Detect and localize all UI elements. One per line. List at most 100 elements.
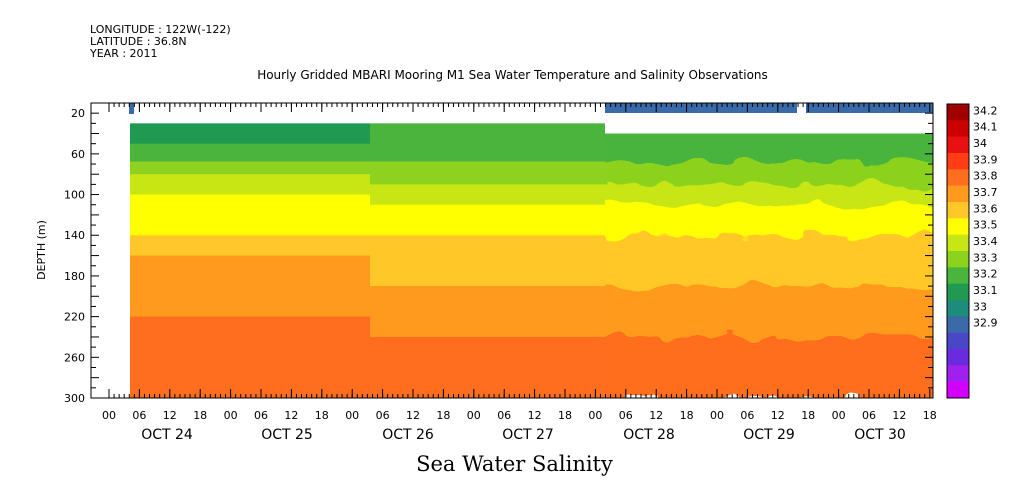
field-band bbox=[130, 352, 370, 356]
field-band bbox=[605, 265, 933, 269]
field-band bbox=[370, 128, 625, 132]
field-band bbox=[605, 232, 933, 236]
field-band bbox=[130, 141, 370, 145]
field-band bbox=[130, 375, 370, 379]
x-tick-label: 12 bbox=[406, 409, 420, 422]
field-band bbox=[605, 148, 933, 152]
x-tick-label: 18 bbox=[193, 409, 207, 422]
field-band bbox=[130, 179, 370, 183]
field-band bbox=[130, 293, 370, 297]
field-band bbox=[130, 164, 370, 168]
field-band bbox=[130, 258, 370, 262]
field-band bbox=[130, 225, 370, 229]
field-band bbox=[605, 382, 933, 386]
field-band bbox=[370, 153, 625, 158]
field-band bbox=[605, 377, 933, 381]
field-band bbox=[130, 357, 370, 361]
x-tick-label: 00 bbox=[345, 409, 359, 422]
field-band bbox=[370, 303, 625, 308]
field-band bbox=[130, 334, 370, 338]
field-band bbox=[370, 319, 625, 323]
field-band bbox=[130, 125, 370, 130]
field-band bbox=[130, 235, 370, 239]
field-band bbox=[130, 291, 370, 295]
field-band bbox=[370, 214, 625, 219]
field-band bbox=[370, 390, 625, 394]
colorbar-swatch bbox=[947, 202, 969, 219]
x-tick-label: 18 bbox=[315, 409, 329, 422]
field-band bbox=[130, 314, 370, 318]
field-band bbox=[370, 143, 625, 147]
field-band bbox=[370, 372, 625, 376]
x-tick-label: 12 bbox=[892, 409, 906, 422]
field-band bbox=[370, 197, 625, 201]
longitude-label: LONGITUDE : 122W(-122) bbox=[90, 23, 231, 36]
colorbar-label: 34.1 bbox=[973, 121, 998, 134]
field-band bbox=[605, 296, 933, 300]
colorbar-label: 33.9 bbox=[973, 153, 998, 166]
field-band bbox=[605, 349, 933, 353]
field-band bbox=[130, 158, 370, 163]
colorbar-swatch bbox=[947, 349, 969, 366]
colorbar-swatch bbox=[947, 381, 969, 399]
colorbar-swatch bbox=[947, 120, 969, 137]
field-band bbox=[130, 143, 370, 147]
field-band bbox=[605, 204, 933, 208]
day-label: OCT 25 bbox=[261, 427, 313, 443]
field-band bbox=[605, 176, 933, 180]
field-band bbox=[130, 370, 370, 374]
field-band bbox=[130, 395, 370, 398]
field-band bbox=[130, 349, 370, 353]
field-band bbox=[605, 214, 933, 219]
field-band bbox=[370, 179, 625, 183]
field-band bbox=[130, 130, 370, 135]
field-band bbox=[370, 395, 625, 398]
field-band bbox=[605, 164, 933, 168]
field-band bbox=[130, 362, 370, 366]
field-band bbox=[370, 240, 625, 244]
plot-frame bbox=[90, 102, 934, 399]
field-period-2 bbox=[370, 123, 625, 398]
field-band bbox=[370, 364, 625, 369]
field-band bbox=[130, 219, 370, 224]
field-band bbox=[370, 225, 625, 229]
field-band bbox=[130, 123, 370, 127]
field-band bbox=[370, 270, 625, 274]
field-band bbox=[130, 245, 370, 249]
field-band bbox=[605, 303, 933, 308]
y-tick-label: 20 bbox=[71, 107, 85, 120]
field-band bbox=[370, 242, 625, 247]
field-band bbox=[370, 375, 625, 379]
colorbar-label: 33.5 bbox=[973, 219, 998, 232]
field-band bbox=[605, 314, 933, 318]
field-band bbox=[605, 169, 933, 173]
field-band bbox=[370, 186, 625, 191]
field-band bbox=[605, 222, 933, 226]
field-band bbox=[605, 281, 933, 285]
field-band bbox=[370, 344, 625, 348]
field-band bbox=[130, 347, 370, 351]
colorbar-label: 33.4 bbox=[973, 235, 998, 248]
field-band bbox=[370, 278, 625, 282]
x-tick-label: 00 bbox=[224, 409, 238, 422]
field-band bbox=[130, 240, 370, 244]
field-band bbox=[370, 293, 625, 297]
field-band bbox=[370, 296, 625, 300]
field-band bbox=[370, 247, 625, 252]
field-band bbox=[605, 225, 933, 229]
field-band bbox=[605, 288, 933, 292]
field-band bbox=[605, 138, 933, 142]
field-band bbox=[605, 359, 933, 363]
field-band bbox=[605, 184, 933, 188]
field-band bbox=[370, 314, 625, 318]
colorbar-label: 34 bbox=[973, 137, 987, 150]
field-band bbox=[370, 250, 625, 254]
field-band bbox=[605, 237, 933, 241]
x-tick-label: 06 bbox=[862, 409, 876, 422]
field-band bbox=[605, 250, 933, 254]
x-tick-label: 18 bbox=[558, 409, 572, 422]
field-band bbox=[130, 199, 370, 203]
field-band bbox=[130, 288, 370, 292]
x-tick-label: 12 bbox=[771, 409, 785, 422]
day-label: OCT 28 bbox=[623, 427, 675, 443]
